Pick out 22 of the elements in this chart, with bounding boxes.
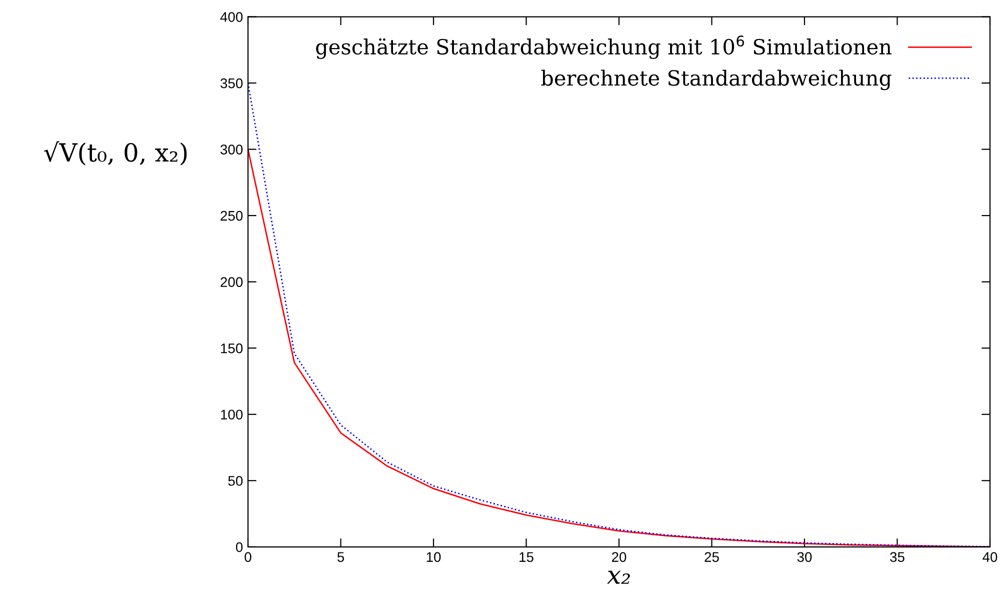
y-tick-label: 350 xyxy=(220,78,243,88)
y-axis-title: √V(t₀, 0, x₂) xyxy=(44,141,187,166)
x-tick-label: 35 xyxy=(890,552,904,562)
y-tick-label: 50 xyxy=(228,476,243,486)
x-tick-label: 20 xyxy=(612,552,626,562)
x-axis-title: x₂ xyxy=(607,570,630,584)
y-tick-label: 200 xyxy=(220,277,243,287)
y-tick-label: 100 xyxy=(221,410,243,420)
x-tick-label: 25 xyxy=(704,552,719,562)
y-tick-label: 400 xyxy=(220,12,243,22)
y-tick-label: 0 xyxy=(236,542,243,552)
x-tick-label: 10 xyxy=(426,552,441,562)
y-tick-label: 250 xyxy=(220,210,243,221)
y-tick-label: 300 xyxy=(220,144,243,154)
y-tick-label: 150 xyxy=(221,343,243,354)
x-tick-label: 40 xyxy=(982,552,998,562)
legend-label: berechnete Standardabweichung xyxy=(541,70,892,90)
x-tick-label: 30 xyxy=(797,552,812,562)
legend-label: geschätzte Standardabweichung mit 10$^{6}$ Simulationen xyxy=(316,36,892,59)
x-tick-label: 5 xyxy=(337,552,344,562)
x-tick-label: 15 xyxy=(520,552,534,562)
x-tick-label: 0 xyxy=(244,552,252,562)
